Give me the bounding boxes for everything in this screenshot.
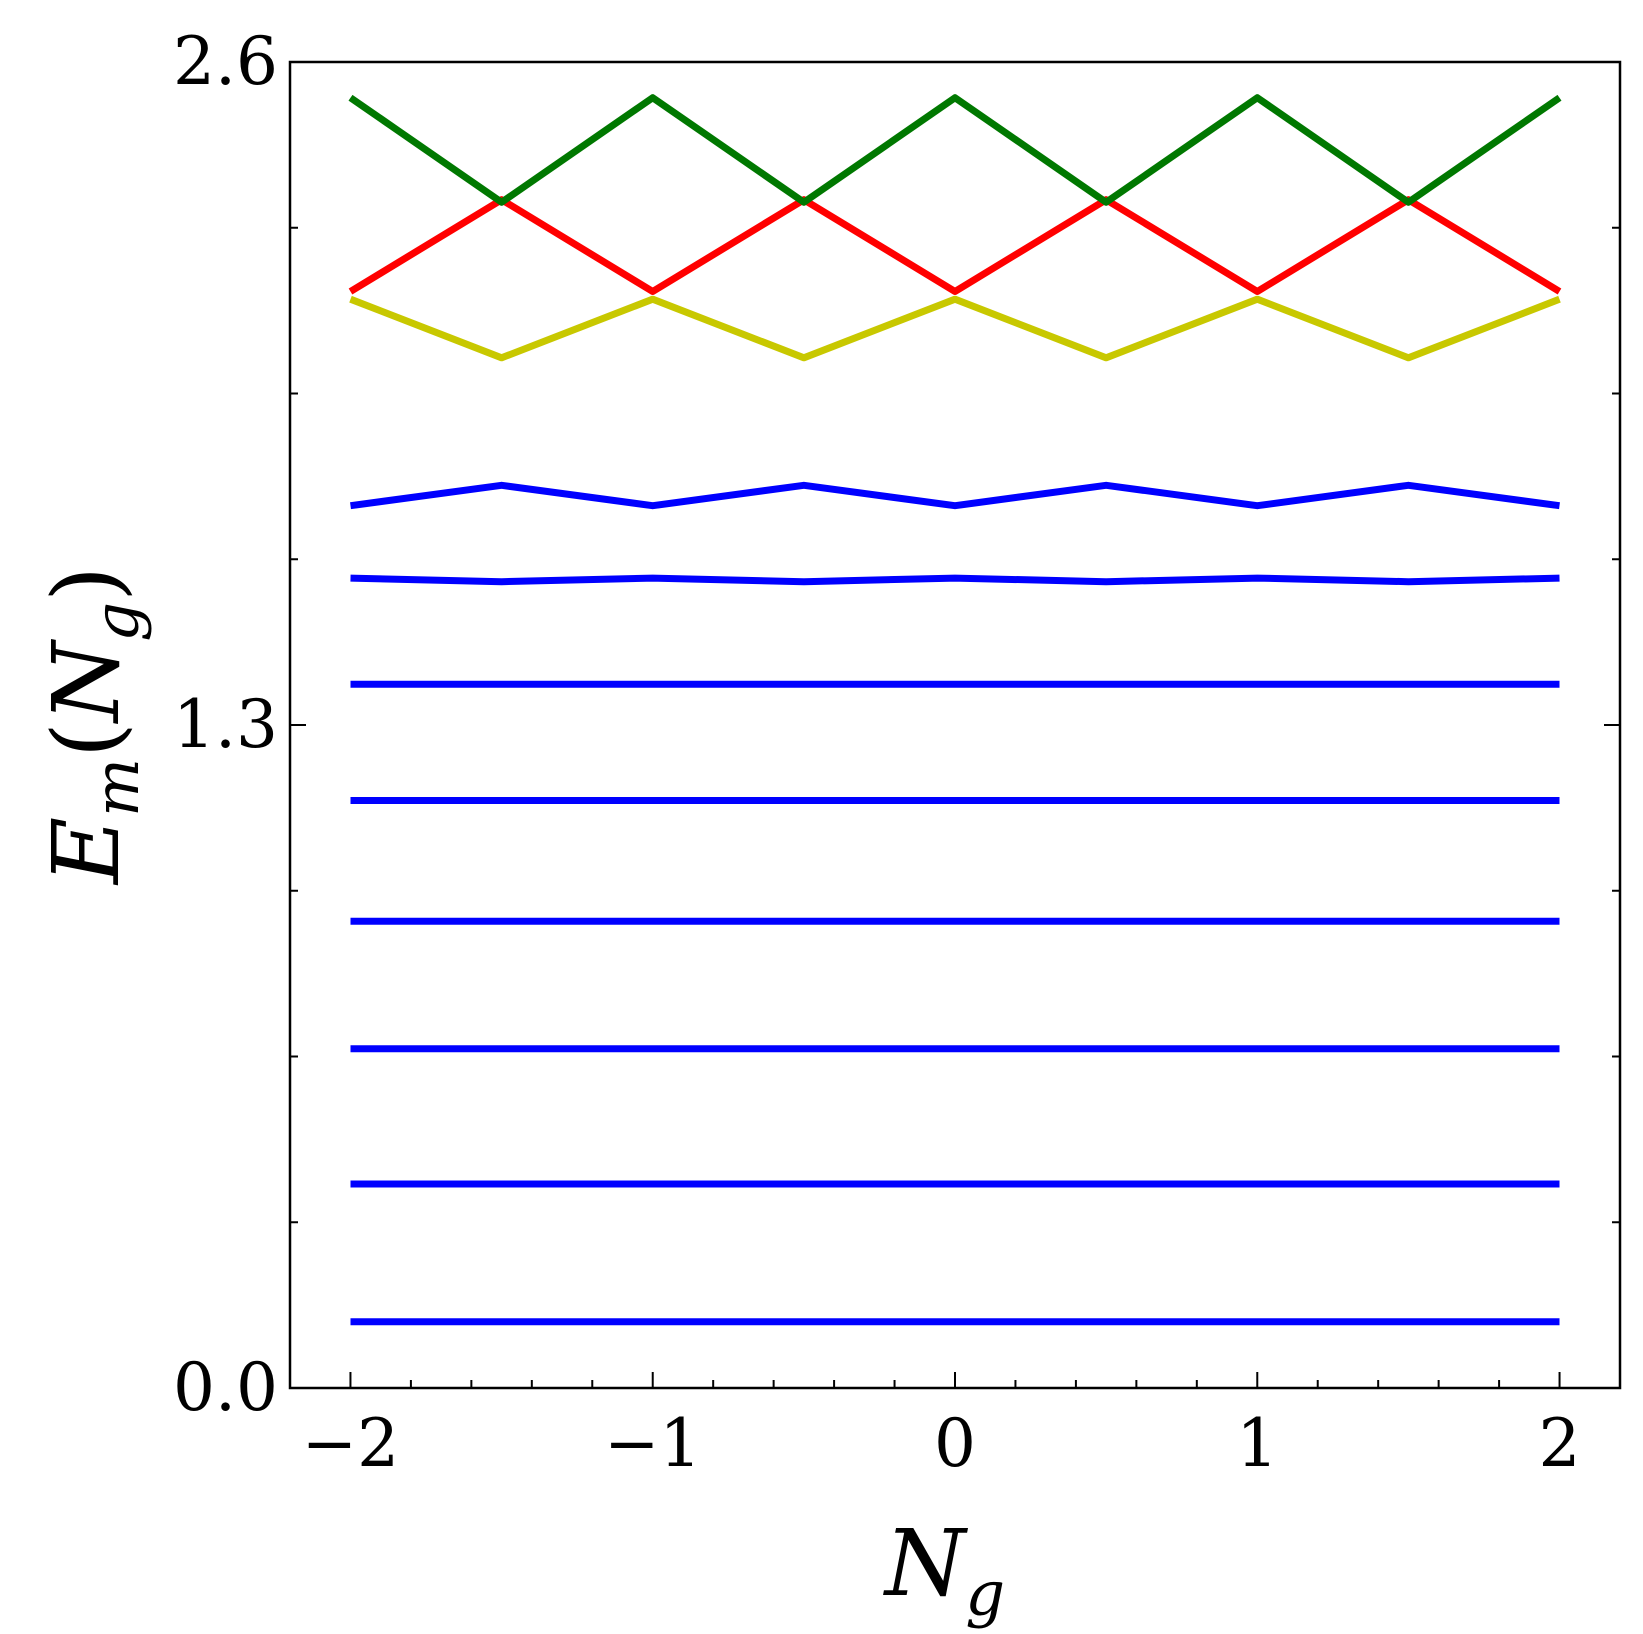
tick-layer: −2 −1 0 1 2 0.0 1.3 2.6: [173, 23, 1621, 1482]
series-line-9: [349, 295, 1561, 362]
x-tick-label: 0: [934, 1405, 976, 1482]
series-layer: [348, 94, 1562, 1326]
x-tick-label: −1: [604, 1405, 701, 1482]
y-axis-label-arg: N: [33, 638, 140, 724]
series-line-7: [350, 574, 1560, 586]
y-tick-label: 1.3: [173, 686, 278, 763]
series-line-10: [348, 196, 1562, 295]
y-axis-label-arg-sub: g: [80, 602, 153, 642]
series-line-11: [348, 94, 1562, 206]
x-axis-label-main: N: [883, 1510, 969, 1617]
x-tick-label: −2: [302, 1405, 399, 1482]
x-tick-label: 2: [1539, 1405, 1581, 1482]
y-tick-label: 0.0: [173, 1349, 278, 1426]
x-tick-label: 1: [1236, 1405, 1278, 1482]
y-axis-label-close-paren: ): [33, 566, 140, 602]
y-axis-label-main: E: [33, 817, 140, 886]
series-line-8: [350, 481, 1560, 510]
x-axis-label-sub: g: [965, 1557, 1005, 1630]
x-axis-label: Ng: [883, 1510, 1005, 1630]
y-axis-label: Em(Ng): [33, 566, 153, 886]
y-tick-label: 2.6: [173, 23, 278, 100]
y-axis-label-open-paren: (: [33, 722, 140, 758]
y-axis-label-sub: m: [80, 758, 153, 817]
